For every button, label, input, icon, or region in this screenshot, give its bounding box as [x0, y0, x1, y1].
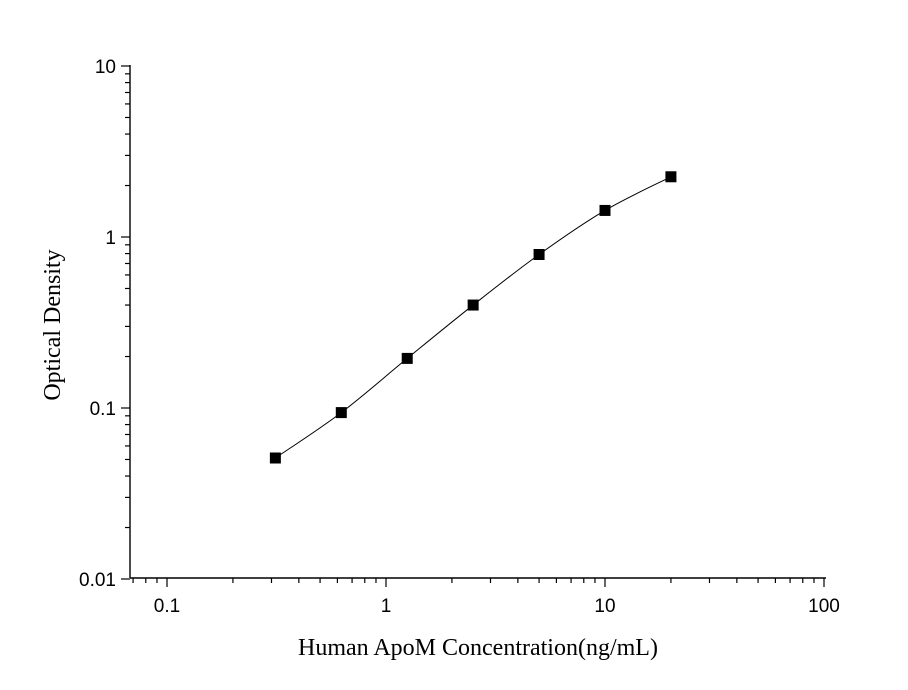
x-tick-label: 10	[594, 596, 615, 617]
axes	[129, 65, 826, 579]
x-tick-label: 100	[808, 596, 840, 617]
fit-curve	[275, 176, 672, 459]
y-axis-title: Optical Density	[40, 249, 66, 400]
tick-labels: 0.1 1 10 100 0.01 0.1 1 10	[79, 57, 840, 617]
y-tick-label: 0.1	[90, 399, 116, 420]
x-tick-label: 0.1	[154, 596, 180, 617]
y-tick-label: 10	[95, 57, 116, 78]
data-point	[269, 452, 281, 464]
data-point	[599, 204, 611, 216]
data-point	[533, 249, 545, 261]
y-tick-label: 1	[105, 228, 116, 249]
data-point	[335, 407, 347, 419]
x-tick-label: 1	[381, 596, 392, 617]
data-point	[665, 171, 677, 183]
data-point	[467, 299, 479, 311]
y-tick-label: 0.01	[79, 570, 116, 591]
x-axis-title: Human ApoM Concentration(ng/mL)	[298, 635, 658, 661]
ticks	[121, 65, 825, 587]
data-point	[401, 352, 413, 364]
data-points	[269, 171, 677, 464]
